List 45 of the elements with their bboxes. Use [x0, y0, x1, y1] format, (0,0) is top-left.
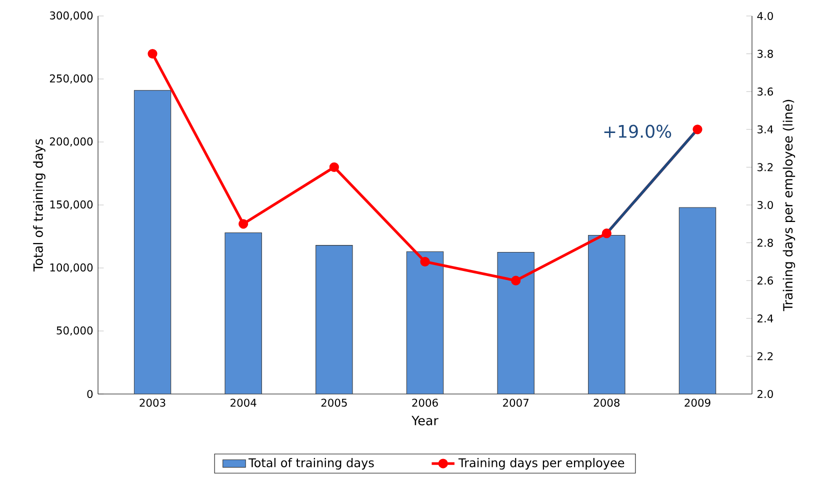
y2-tick-label: 2.8	[757, 238, 773, 247]
bar	[588, 234, 626, 394]
bar	[224, 232, 262, 394]
y2-tick-label: 2.4	[757, 314, 774, 322]
x-tick-label: 2003	[140, 398, 166, 407]
x-tick-label: 2004	[230, 398, 256, 407]
point	[238, 219, 248, 229]
bar	[678, 207, 716, 394]
y2-tick-label: 3.0	[758, 200, 773, 210]
y-tick-label: 150,000	[50, 200, 93, 210]
y2-tick-label: 3.4	[758, 125, 774, 134]
y-tick-label: 0	[87, 390, 93, 398]
y-tick-label: 300,000	[50, 11, 93, 21]
y2-tick-label: 2.0	[757, 390, 773, 398]
bar	[134, 90, 172, 394]
y-tick-label: 250,000	[50, 74, 93, 84]
x-tick-label: 2005	[321, 398, 347, 407]
y-tick-label: 100,000	[50, 263, 93, 273]
bar	[316, 245, 353, 394]
y2-tick-label: 3.8	[758, 50, 773, 58]
point	[420, 256, 430, 266]
x-tick-label: 2007	[503, 398, 528, 407]
point	[602, 228, 612, 238]
point	[148, 48, 158, 59]
point	[692, 124, 702, 134]
y2-tick-label: 2.6	[757, 276, 773, 285]
y2-axis-title: Training days per employee (line)	[782, 100, 796, 312]
y2-tick-label: 3.2	[758, 163, 773, 172]
x-tick-label: 2008	[594, 398, 620, 407]
legend-label: Training days per employee	[458, 458, 624, 470]
bar	[406, 251, 444, 394]
point	[329, 162, 339, 172]
y2-tick-label: 4.0	[757, 12, 773, 20]
y-tick-label: 50,000	[56, 326, 93, 336]
x-axis-title: Year	[412, 416, 438, 426]
bar	[497, 252, 534, 394]
y-tick-label: 200,000	[50, 137, 93, 147]
y2-tick-label: 3.6	[758, 88, 773, 96]
y-axis-title: Total of training days	[33, 139, 46, 272]
y2-tick-label: 2.2	[757, 352, 773, 360]
x-tick-label: 2006	[412, 398, 438, 407]
legend-label: Total of training days	[248, 458, 374, 470]
annotation: +19.0%	[604, 124, 672, 138]
x-tick-label: 2009	[684, 398, 710, 407]
point	[511, 276, 521, 286]
